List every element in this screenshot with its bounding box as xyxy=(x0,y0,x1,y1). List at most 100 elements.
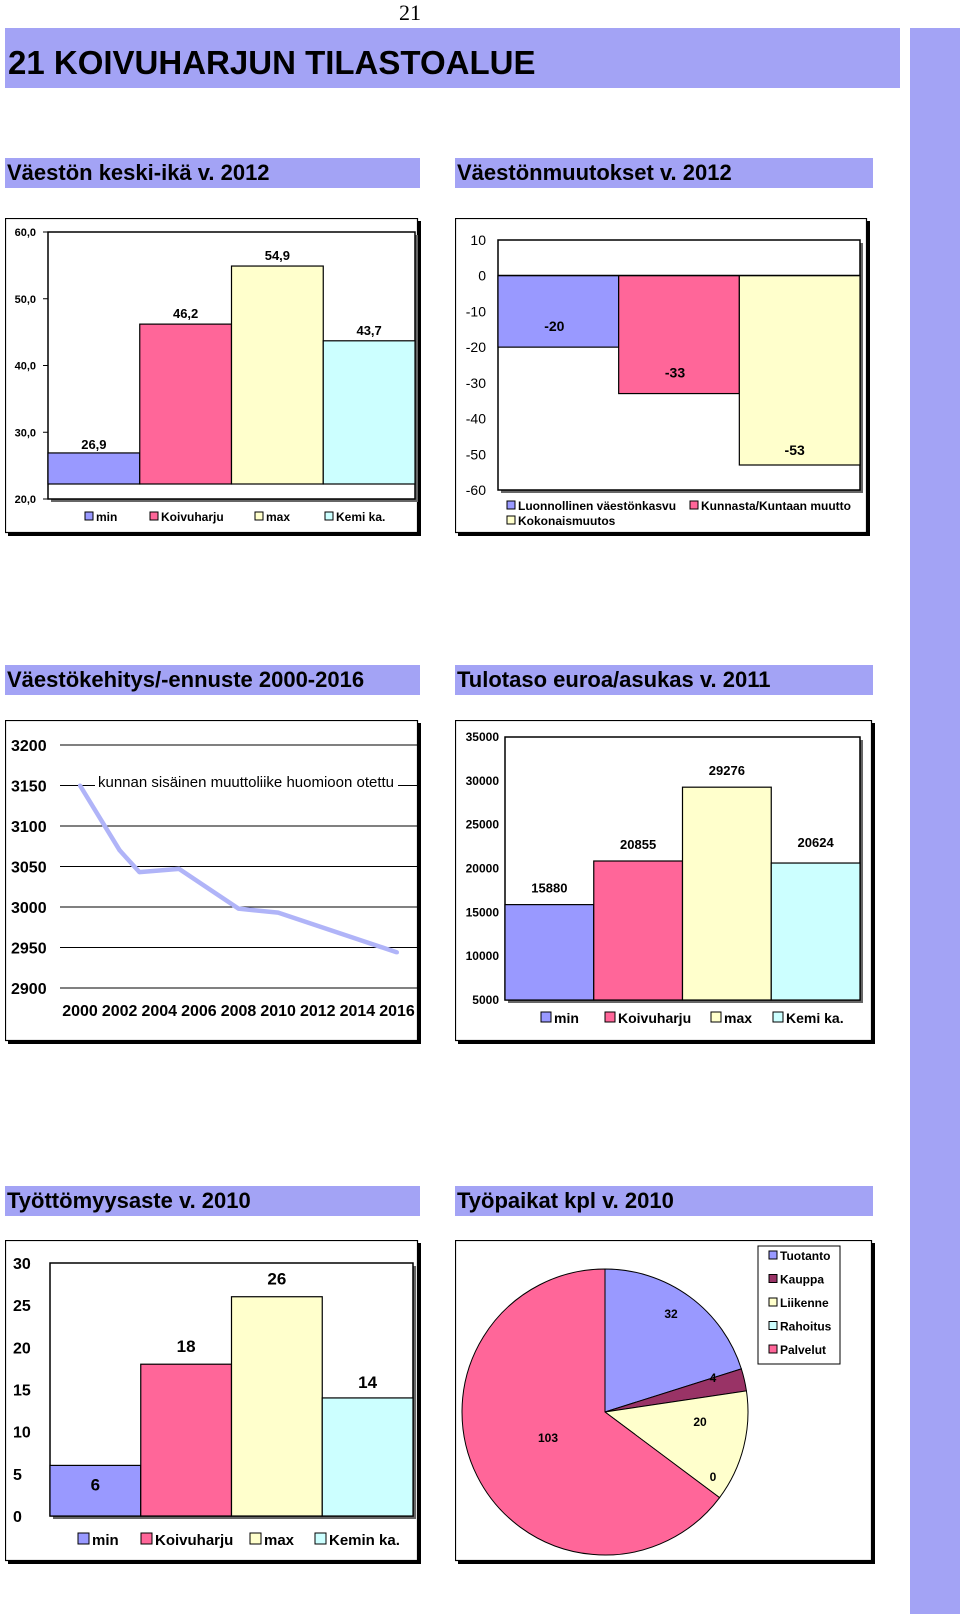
chart-tulotaso: 5000 10000 15000 20000 25000 30000 35000 15880 2… xyxy=(455,720,875,1044)
y-tick-label-0: 0 xyxy=(13,1509,22,1526)
y-tick-label-3: 20000 xyxy=(466,862,500,876)
y-tick-label-3: 15 xyxy=(13,1383,31,1400)
data-point-6 xyxy=(395,950,399,955)
data-label-1: 46,2 xyxy=(173,306,198,321)
y-tick-label-1: 5 xyxy=(13,1467,22,1484)
legend-label-2: Kokonaismuutos xyxy=(518,514,616,528)
y-tick-label-4: 3100 xyxy=(11,819,47,836)
section-title-keski-ika: Väestön keski-ikä v. 2012 xyxy=(5,158,420,188)
y-tick-label-1: 2950 xyxy=(11,941,47,958)
chart-vaestokehitys: 2900 2950 3000 3050 3100 3150 3200 kunnan sisäi… xyxy=(5,720,421,1044)
x-tick-label-2: 2004 xyxy=(141,1003,177,1020)
legend-label-1: Koivuharju xyxy=(618,1010,691,1026)
data-label-3: 43,7 xyxy=(356,323,381,338)
chart-vaestonmuutokset: 10 0 -10 -20 -30 -40 -50 -60 -20 -33 -53 Luonnollin… xyxy=(455,218,870,536)
x-tick-label-3: 2006 xyxy=(181,1003,217,1020)
legend-label-1: Koivuharju xyxy=(155,1532,233,1549)
y-tick-label-5: -40 xyxy=(466,411,486,427)
bar-3 xyxy=(322,340,416,485)
y-tick-label-6: 3200 xyxy=(11,738,47,755)
x-tick-label-0: 2000 xyxy=(62,1003,98,1020)
section-title-tyopaikat: Työpaikat kpl v. 2010 xyxy=(455,1186,873,1216)
legend-swatch-3 xyxy=(314,1532,327,1545)
y-tick-label-0: 2900 xyxy=(11,981,47,998)
bar-0 xyxy=(47,452,141,485)
bar-2 xyxy=(230,1296,323,1517)
section-title-tyottomyys: Työttömyysaste v. 2010 xyxy=(5,1186,420,1216)
legend-label-1: Kauppa xyxy=(780,1273,824,1287)
legend-label-1: Kunnasta/Kuntaan muutto xyxy=(701,499,851,513)
legend-swatch-3 xyxy=(324,511,334,521)
legend-swatch-2 xyxy=(254,511,264,521)
legend-label-3: Rahoitus xyxy=(780,1320,832,1334)
y-tick-label-2: 3000 xyxy=(11,900,47,917)
legend-label-0: min xyxy=(96,510,117,524)
data-label-1: -33 xyxy=(665,365,685,381)
x-tick-label-6: 2012 xyxy=(300,1003,336,1020)
legend-swatch-0 xyxy=(84,511,94,521)
bar-2 xyxy=(681,786,772,1001)
y-tick-label-2: 40,0 xyxy=(15,361,36,373)
legend-swatch-2 xyxy=(710,1011,722,1023)
y-tick-label-2: 10 xyxy=(13,1425,31,1442)
y-tick-label-4: 60,0 xyxy=(15,227,36,239)
legend-label-0: min xyxy=(92,1532,119,1549)
y-tick-label-2: -10 xyxy=(466,303,486,319)
data-point-5 xyxy=(276,910,281,915)
chart-tyopaikat: 32 4 20 0 103 Tuotanto Kauppa Liikenne Rahoitus P… xyxy=(455,1240,875,1564)
y-tick-label-1: 30,0 xyxy=(15,427,36,439)
pie-slice-0 xyxy=(604,1268,742,1413)
legend-label-3: Kemi ka. xyxy=(786,1010,844,1026)
data-label-0: 26,9 xyxy=(81,437,106,452)
legend-label-0: min xyxy=(554,1010,579,1026)
section-title-muutokset: Väestönmuutokset v. 2012 xyxy=(455,158,873,188)
x-tick-label-5: 2010 xyxy=(260,1003,296,1020)
slice-label-2: 20 xyxy=(693,1415,707,1429)
legend-label-2: max xyxy=(724,1010,752,1026)
data-label-1: 18 xyxy=(177,1337,196,1356)
pie-slice-4 xyxy=(461,1268,721,1556)
bar-3 xyxy=(321,1397,414,1517)
legend-swatch-0 xyxy=(77,1532,90,1545)
bar-0 xyxy=(504,904,595,1001)
bar-3 xyxy=(770,862,861,1001)
data-point-4 xyxy=(236,906,241,911)
y-tick-label-4: 25000 xyxy=(466,818,500,832)
y-tick-label-5: 30000 xyxy=(466,774,500,788)
pie-slice-2 xyxy=(603,1390,749,1499)
y-tick-label-5: 3150 xyxy=(11,779,47,796)
bar-1 xyxy=(140,1363,233,1517)
slice-label-0: 32 xyxy=(664,1307,678,1321)
legend-swatch-1 xyxy=(768,1274,778,1283)
legend-swatch-1 xyxy=(149,511,159,521)
legend-swatch-2 xyxy=(768,1297,778,1307)
bar-2 xyxy=(230,265,324,485)
bar-1 xyxy=(139,323,233,485)
legend-label-4: Palvelut xyxy=(780,1343,826,1357)
y-tick-label-0: 10 xyxy=(470,232,486,248)
bar-2 xyxy=(738,275,861,466)
data-label-3: 14 xyxy=(358,1373,377,1392)
y-tick-label-2: 15000 xyxy=(466,905,500,919)
legend-label-2: max xyxy=(266,510,290,524)
legend-swatch-4 xyxy=(768,1344,778,1354)
y-tick-label-3: 50,0 xyxy=(15,294,36,306)
chart-keski-ika: 20,0 30,0 40,0 50,0 60,0 26,9 46,2 54,9 43,7 min K… xyxy=(5,218,421,536)
section-title-kehitys: Väestökehitys/-ennuste 2000-2016 xyxy=(5,665,420,695)
legend-swatch-1 xyxy=(140,1532,153,1545)
y-tick-label-0: 20,0 xyxy=(15,494,36,506)
data-label-0: 6 xyxy=(91,1475,100,1494)
data-point-0 xyxy=(78,783,82,788)
legend-swatch-2 xyxy=(506,515,516,525)
data-point-3 xyxy=(177,866,182,871)
bar-0 xyxy=(497,275,620,348)
data-label-0: -20 xyxy=(544,318,564,334)
legend-label-3: Kemi ka. xyxy=(336,510,385,524)
data-point-1 xyxy=(117,848,122,853)
x-tick-label-7: 2014 xyxy=(340,1003,376,1020)
y-tick-label-6: 35000 xyxy=(466,730,500,744)
annotation: kunnan sisäinen muuttoliike huomioon ote… xyxy=(98,774,394,791)
y-tick-label-3: -20 xyxy=(466,339,486,355)
page-number: 21 xyxy=(399,0,421,25)
legend-label-0: Tuotanto xyxy=(780,1249,830,1263)
